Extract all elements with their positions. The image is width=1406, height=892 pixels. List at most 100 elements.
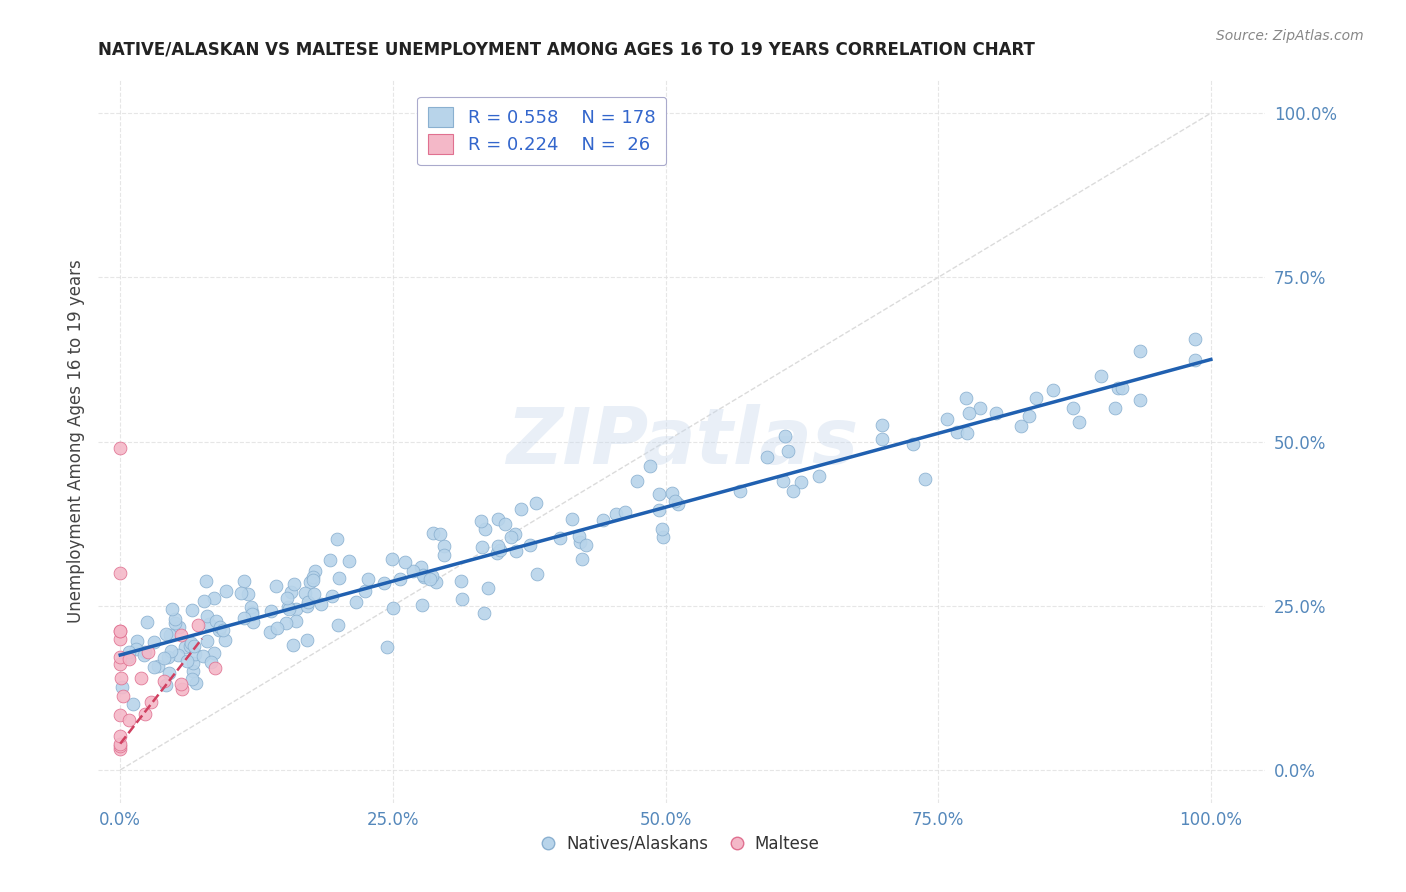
Point xyxy=(181,656,204,670)
Point xyxy=(295,599,318,613)
Point xyxy=(204,661,226,675)
Point xyxy=(486,546,509,560)
Point xyxy=(297,595,319,609)
Point xyxy=(284,602,307,616)
Point xyxy=(277,602,299,616)
Point xyxy=(755,450,778,464)
Point xyxy=(1107,382,1129,396)
Point xyxy=(202,591,225,605)
Point xyxy=(266,621,288,635)
Point xyxy=(1069,415,1091,429)
Point xyxy=(110,741,132,756)
Point xyxy=(156,650,179,665)
Point xyxy=(946,425,969,439)
Point xyxy=(429,526,451,541)
Point xyxy=(118,645,141,659)
Point xyxy=(425,575,447,590)
Point xyxy=(232,610,254,624)
Point xyxy=(110,671,132,685)
Point xyxy=(181,603,204,617)
Point xyxy=(259,625,281,640)
Point xyxy=(524,495,547,509)
Point xyxy=(648,487,671,501)
Point xyxy=(176,655,198,669)
Text: ZIPatlas: ZIPatlas xyxy=(506,403,858,480)
Point xyxy=(179,639,201,653)
Point xyxy=(110,632,132,646)
Point xyxy=(488,543,510,558)
Point xyxy=(661,486,683,500)
Point xyxy=(773,429,796,443)
Point xyxy=(276,616,298,631)
Point xyxy=(782,484,804,499)
Point xyxy=(180,672,202,686)
Point xyxy=(277,600,299,615)
Point xyxy=(1111,381,1133,395)
Point xyxy=(153,673,176,688)
Point xyxy=(412,570,434,584)
Point xyxy=(451,591,474,606)
Point xyxy=(155,678,177,692)
Point xyxy=(474,522,496,536)
Point xyxy=(450,574,472,589)
Point xyxy=(790,475,813,490)
Point xyxy=(170,628,193,642)
Point xyxy=(914,472,936,486)
Point xyxy=(605,507,627,521)
Point xyxy=(411,560,433,574)
Point xyxy=(160,643,183,657)
Point xyxy=(139,695,162,709)
Point xyxy=(146,658,169,673)
Point xyxy=(471,540,494,554)
Point xyxy=(125,633,148,648)
Point xyxy=(302,574,325,588)
Point xyxy=(411,598,433,612)
Point xyxy=(240,607,263,621)
Point xyxy=(328,571,350,585)
Point xyxy=(240,606,263,620)
Point xyxy=(117,651,139,665)
Point xyxy=(344,595,367,609)
Point xyxy=(110,708,132,723)
Point xyxy=(111,680,134,694)
Point xyxy=(117,650,139,665)
Point xyxy=(155,626,177,640)
Point xyxy=(212,623,235,637)
Point xyxy=(956,426,979,441)
Point xyxy=(135,615,157,629)
Point xyxy=(134,706,156,721)
Point xyxy=(872,432,894,446)
Point xyxy=(129,671,152,685)
Point xyxy=(486,512,509,526)
Point xyxy=(110,657,132,671)
Point xyxy=(648,503,671,517)
Point xyxy=(276,591,298,606)
Point xyxy=(215,584,238,599)
Point xyxy=(170,677,193,691)
Point xyxy=(969,401,991,415)
Point xyxy=(143,660,166,674)
Point xyxy=(772,474,794,488)
Point xyxy=(200,655,222,669)
Point xyxy=(167,620,190,634)
Point xyxy=(202,646,225,660)
Point xyxy=(494,516,516,531)
Point xyxy=(110,737,132,751)
Point xyxy=(242,615,264,629)
Point xyxy=(193,594,215,608)
Point xyxy=(231,586,253,600)
Point xyxy=(568,529,591,543)
Point xyxy=(526,567,548,582)
Point xyxy=(499,530,522,544)
Point xyxy=(1042,383,1064,397)
Point xyxy=(110,650,132,665)
Point xyxy=(118,713,141,727)
Point xyxy=(110,566,132,580)
Point xyxy=(326,617,349,632)
Point xyxy=(776,444,799,458)
Point xyxy=(111,690,134,704)
Point xyxy=(205,614,228,628)
Point xyxy=(309,598,332,612)
Point xyxy=(901,437,924,451)
Point xyxy=(561,511,583,525)
